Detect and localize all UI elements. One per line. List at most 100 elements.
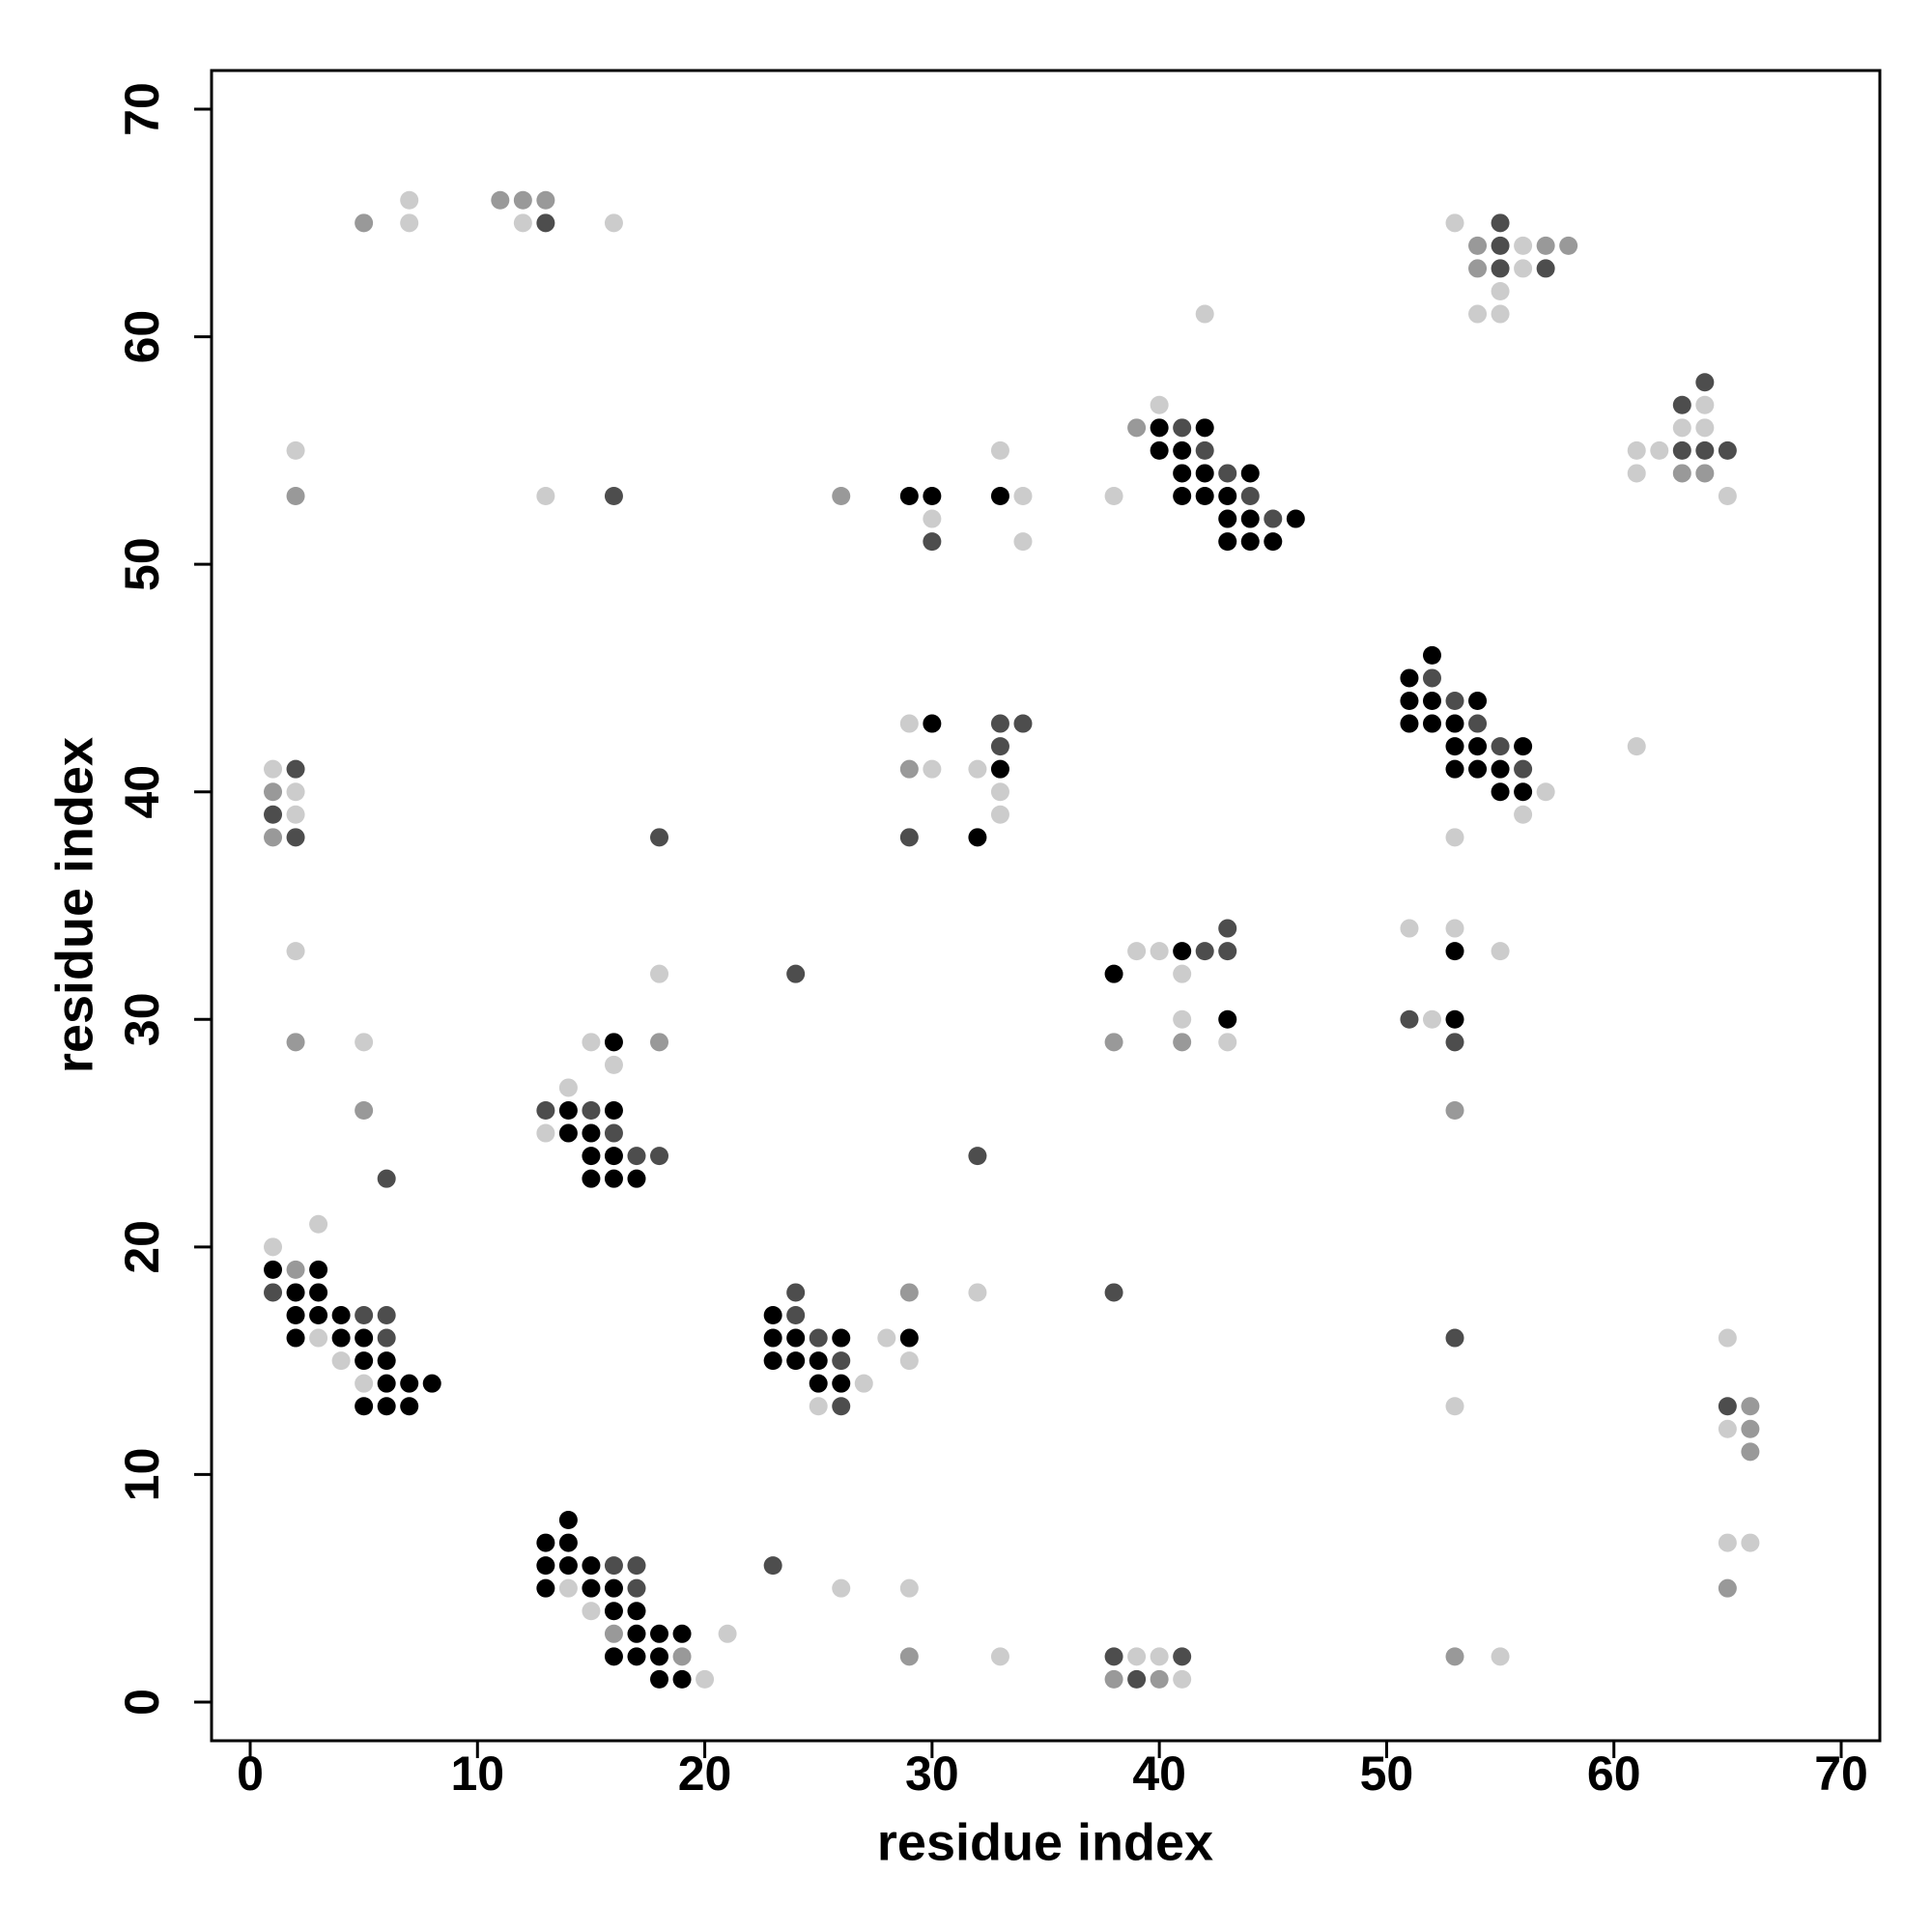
point — [786, 1328, 806, 1348]
point — [990, 486, 1009, 505]
point — [899, 714, 919, 733]
point — [355, 1374, 374, 1393]
point — [1104, 1033, 1123, 1052]
point — [1173, 440, 1192, 460]
point — [1536, 782, 1555, 802]
point — [672, 1624, 692, 1643]
point — [1445, 942, 1464, 961]
point — [899, 486, 919, 505]
point — [1718, 1578, 1737, 1598]
point — [558, 1533, 578, 1552]
point — [1445, 1397, 1464, 1416]
y-tick-label: 50 — [115, 537, 169, 591]
point — [899, 1283, 919, 1302]
point — [1468, 691, 1488, 710]
point — [264, 1237, 283, 1257]
point — [355, 1351, 374, 1371]
point — [1150, 395, 1169, 414]
point — [1195, 418, 1214, 438]
point — [558, 1123, 578, 1143]
point — [968, 1147, 987, 1166]
point — [786, 1306, 806, 1325]
point — [286, 782, 305, 802]
point — [627, 1624, 646, 1643]
point — [1695, 395, 1715, 414]
point — [1104, 964, 1123, 983]
point — [809, 1328, 828, 1348]
point — [286, 759, 305, 779]
point — [650, 1647, 669, 1666]
point — [1672, 440, 1691, 460]
point — [899, 1647, 919, 1666]
point — [1514, 737, 1533, 756]
point — [1240, 486, 1260, 505]
x-tick-label: 0 — [237, 1747, 264, 1801]
point — [377, 1374, 396, 1393]
point — [1468, 714, 1488, 733]
point — [1218, 532, 1237, 552]
point — [968, 759, 987, 779]
point — [1468, 759, 1488, 779]
point — [763, 1328, 782, 1348]
point — [1127, 1647, 1147, 1666]
point — [604, 1602, 623, 1621]
point — [604, 1647, 623, 1666]
point — [990, 714, 1009, 733]
point — [1741, 1442, 1760, 1462]
point — [1218, 509, 1237, 528]
x-tick-label: 40 — [1132, 1747, 1186, 1801]
y-tick-label: 40 — [115, 765, 169, 819]
point — [286, 1328, 305, 1348]
point — [1445, 759, 1464, 779]
point — [1195, 486, 1214, 505]
point — [809, 1351, 828, 1371]
y-tick-label: 30 — [115, 992, 169, 1046]
point — [604, 1123, 623, 1143]
point — [1695, 440, 1715, 460]
x-axis-title: residue index — [877, 1813, 1213, 1871]
point — [923, 714, 942, 733]
point — [536, 486, 555, 505]
point — [968, 1283, 987, 1302]
point — [355, 1306, 374, 1325]
point — [763, 1306, 782, 1325]
point — [400, 1397, 419, 1416]
point — [832, 1374, 851, 1393]
point — [1627, 464, 1646, 483]
point — [1104, 486, 1123, 505]
point — [1150, 418, 1169, 438]
point — [1627, 737, 1646, 756]
point — [558, 1511, 578, 1530]
point — [1173, 1669, 1192, 1689]
point — [1400, 668, 1419, 688]
point — [899, 828, 919, 847]
point — [990, 737, 1009, 756]
y-tick-label: 60 — [115, 310, 169, 364]
point — [1195, 464, 1214, 483]
x-tick-label: 20 — [678, 1747, 732, 1801]
point — [1695, 373, 1715, 392]
point — [377, 1306, 396, 1325]
point — [627, 1578, 646, 1598]
point — [899, 1578, 919, 1598]
x-tick-label: 10 — [450, 1747, 504, 1801]
point — [604, 213, 623, 233]
point — [650, 1669, 669, 1689]
point — [1445, 714, 1464, 733]
point — [1491, 236, 1510, 255]
point — [536, 1101, 555, 1121]
point — [400, 213, 419, 233]
point — [1468, 737, 1488, 756]
point — [1672, 395, 1691, 414]
point — [1514, 759, 1533, 779]
point — [923, 532, 942, 552]
point — [286, 486, 305, 505]
point — [786, 1351, 806, 1371]
point — [264, 805, 283, 824]
x-tick-label: 60 — [1587, 1747, 1641, 1801]
point — [1445, 213, 1464, 233]
plot-frame — [210, 69, 1882, 1743]
point — [1264, 532, 1283, 552]
point — [1400, 691, 1419, 710]
point — [627, 1147, 646, 1166]
